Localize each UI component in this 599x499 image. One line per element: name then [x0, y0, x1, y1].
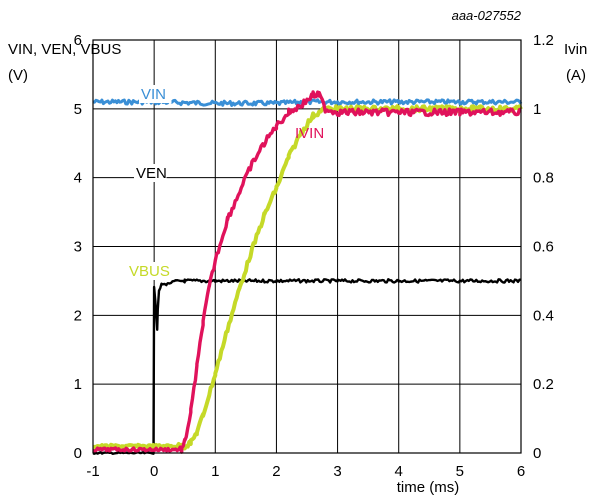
annotation-layer: VIN VEN IVIN VBUS	[127, 85, 324, 280]
x-axis-label: time (ms)	[397, 479, 460, 496]
y-left-tick-label: 0	[74, 445, 82, 462]
y-right-label: Ivin	[564, 41, 587, 58]
annotation-vin: VIN	[141, 86, 166, 103]
y-right-unit: (A)	[566, 67, 586, 84]
x-tick-label: 2	[272, 463, 280, 480]
x-tick-label: -1	[86, 463, 99, 480]
annotation-ven: VEN	[136, 165, 167, 182]
y-left-tick-label: 4	[74, 170, 82, 187]
annotation-bg	[127, 262, 169, 280]
y-right-tick-label: 0.2	[533, 376, 554, 393]
x-tick-label: 6	[517, 463, 525, 480]
figure-id: aaa-027552	[452, 8, 522, 23]
series-layer	[92, 90, 523, 455]
annotation-ivin: IVIN	[295, 125, 324, 142]
annotation-vbus: VBUS	[129, 263, 170, 280]
annotation-bg	[139, 85, 172, 103]
y-left-tick-label: 2	[74, 307, 82, 324]
y-right-tick-label: 1	[533, 101, 541, 118]
y-left-label: VIN, VEN, VBUS	[8, 41, 121, 58]
y-right-tick-label: 0.4	[533, 307, 554, 324]
annotation-bg	[134, 164, 167, 182]
series-line-ivin	[92, 90, 522, 454]
series-line-ven	[92, 278, 521, 455]
y-right-tick-label: 0.6	[533, 239, 554, 256]
plot-frame	[92, 39, 522, 454]
x-tick-label: 4	[395, 463, 403, 480]
x-tick-label: 3	[333, 463, 341, 480]
y-left-unit: (V)	[8, 67, 28, 84]
y-right-tick-label: 0.8	[533, 170, 554, 187]
x-tick-label: 5	[456, 463, 464, 480]
y-left-tick-label: 5	[74, 101, 82, 118]
x-tick-label: 1	[211, 463, 219, 480]
y-left-tick-label: 6	[74, 32, 82, 49]
y-right-tick-label: 1.2	[533, 32, 554, 49]
x-tick-label: 0	[150, 463, 158, 480]
y-right-tick-label: 0	[533, 445, 541, 462]
y-left-tick-label: 3	[74, 239, 82, 256]
labels-layer: aaa-027552 VIN, VEN, VBUS (V) Ivin (A) t…	[8, 8, 587, 496]
y-left-tick-label: 1	[74, 376, 82, 393]
